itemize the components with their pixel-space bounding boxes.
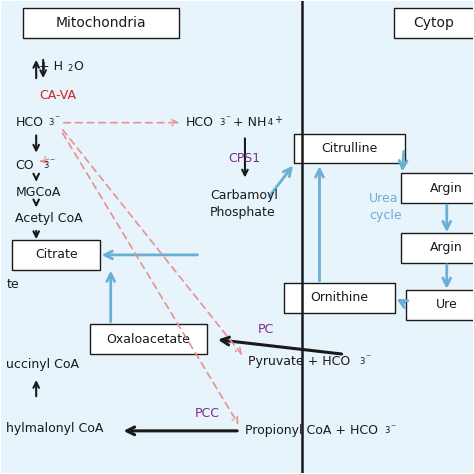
Text: 3: 3 [48,118,54,127]
Text: te: te [6,278,19,291]
Text: Citrate: Citrate [35,248,77,261]
Text: +: + [274,115,282,125]
FancyBboxPatch shape [12,240,100,270]
Text: Propionyl CoA + HCO: Propionyl CoA + HCO [245,424,378,438]
FancyBboxPatch shape [90,325,207,354]
Text: CO: CO [15,159,34,172]
Text: Ornithine: Ornithine [310,291,368,304]
Text: Citrulline: Citrulline [321,142,377,155]
Bar [301,1,474,473]
Text: 3: 3 [43,161,48,170]
Text: MGCoA: MGCoA [15,186,61,199]
Text: HCO: HCO [15,116,43,129]
Text: Oxaloacetate: Oxaloacetate [107,333,191,346]
Text: 2: 2 [67,64,72,73]
Text: 4: 4 [268,118,273,127]
Text: Phosphate: Phosphate [210,206,276,219]
Text: CPS1: CPS1 [228,152,260,165]
Text: cycle: cycle [369,209,402,222]
Bar [301,1,473,473]
Text: Argin: Argin [430,182,463,195]
Text: ⁻: ⁻ [54,115,59,125]
FancyBboxPatch shape [284,283,395,312]
FancyBboxPatch shape [23,9,179,38]
Text: PC: PC [258,323,274,336]
FancyBboxPatch shape [294,134,405,164]
FancyBboxPatch shape [401,173,474,203]
Text: Mitochondria: Mitochondria [55,16,146,30]
Text: + H: + H [39,60,63,73]
Text: Cytop: Cytop [413,16,454,30]
Text: 3: 3 [384,426,390,435]
Text: CA-VA: CA-VA [39,89,76,102]
Text: Argin: Argin [430,241,463,255]
Text: Ure: Ure [436,298,457,311]
Text: Pyruvate + HCO: Pyruvate + HCO [248,355,350,368]
Text: ⁻: ⁻ [225,115,230,125]
Text: Acetyl CoA: Acetyl CoA [15,211,83,225]
Text: 3: 3 [359,357,365,366]
FancyBboxPatch shape [401,233,474,263]
Text: 3: 3 [219,118,225,127]
Text: ⁻: ⁻ [49,157,54,167]
Text: Urea: Urea [369,191,399,205]
FancyBboxPatch shape [394,9,474,38]
Text: ⁻: ⁻ [390,423,395,433]
FancyBboxPatch shape [406,290,474,319]
Text: Carbamoyl: Carbamoyl [210,189,278,202]
Text: PCC: PCC [195,408,220,420]
Text: hylmalonyl CoA: hylmalonyl CoA [6,422,104,435]
Text: + NH: + NH [233,116,266,129]
Bar [1,1,301,473]
Text: ⁻: ⁻ [365,353,370,363]
Text: uccinyl CoA: uccinyl CoA [6,358,79,371]
Text: O: O [73,60,83,73]
Text: HCO: HCO [185,116,213,129]
